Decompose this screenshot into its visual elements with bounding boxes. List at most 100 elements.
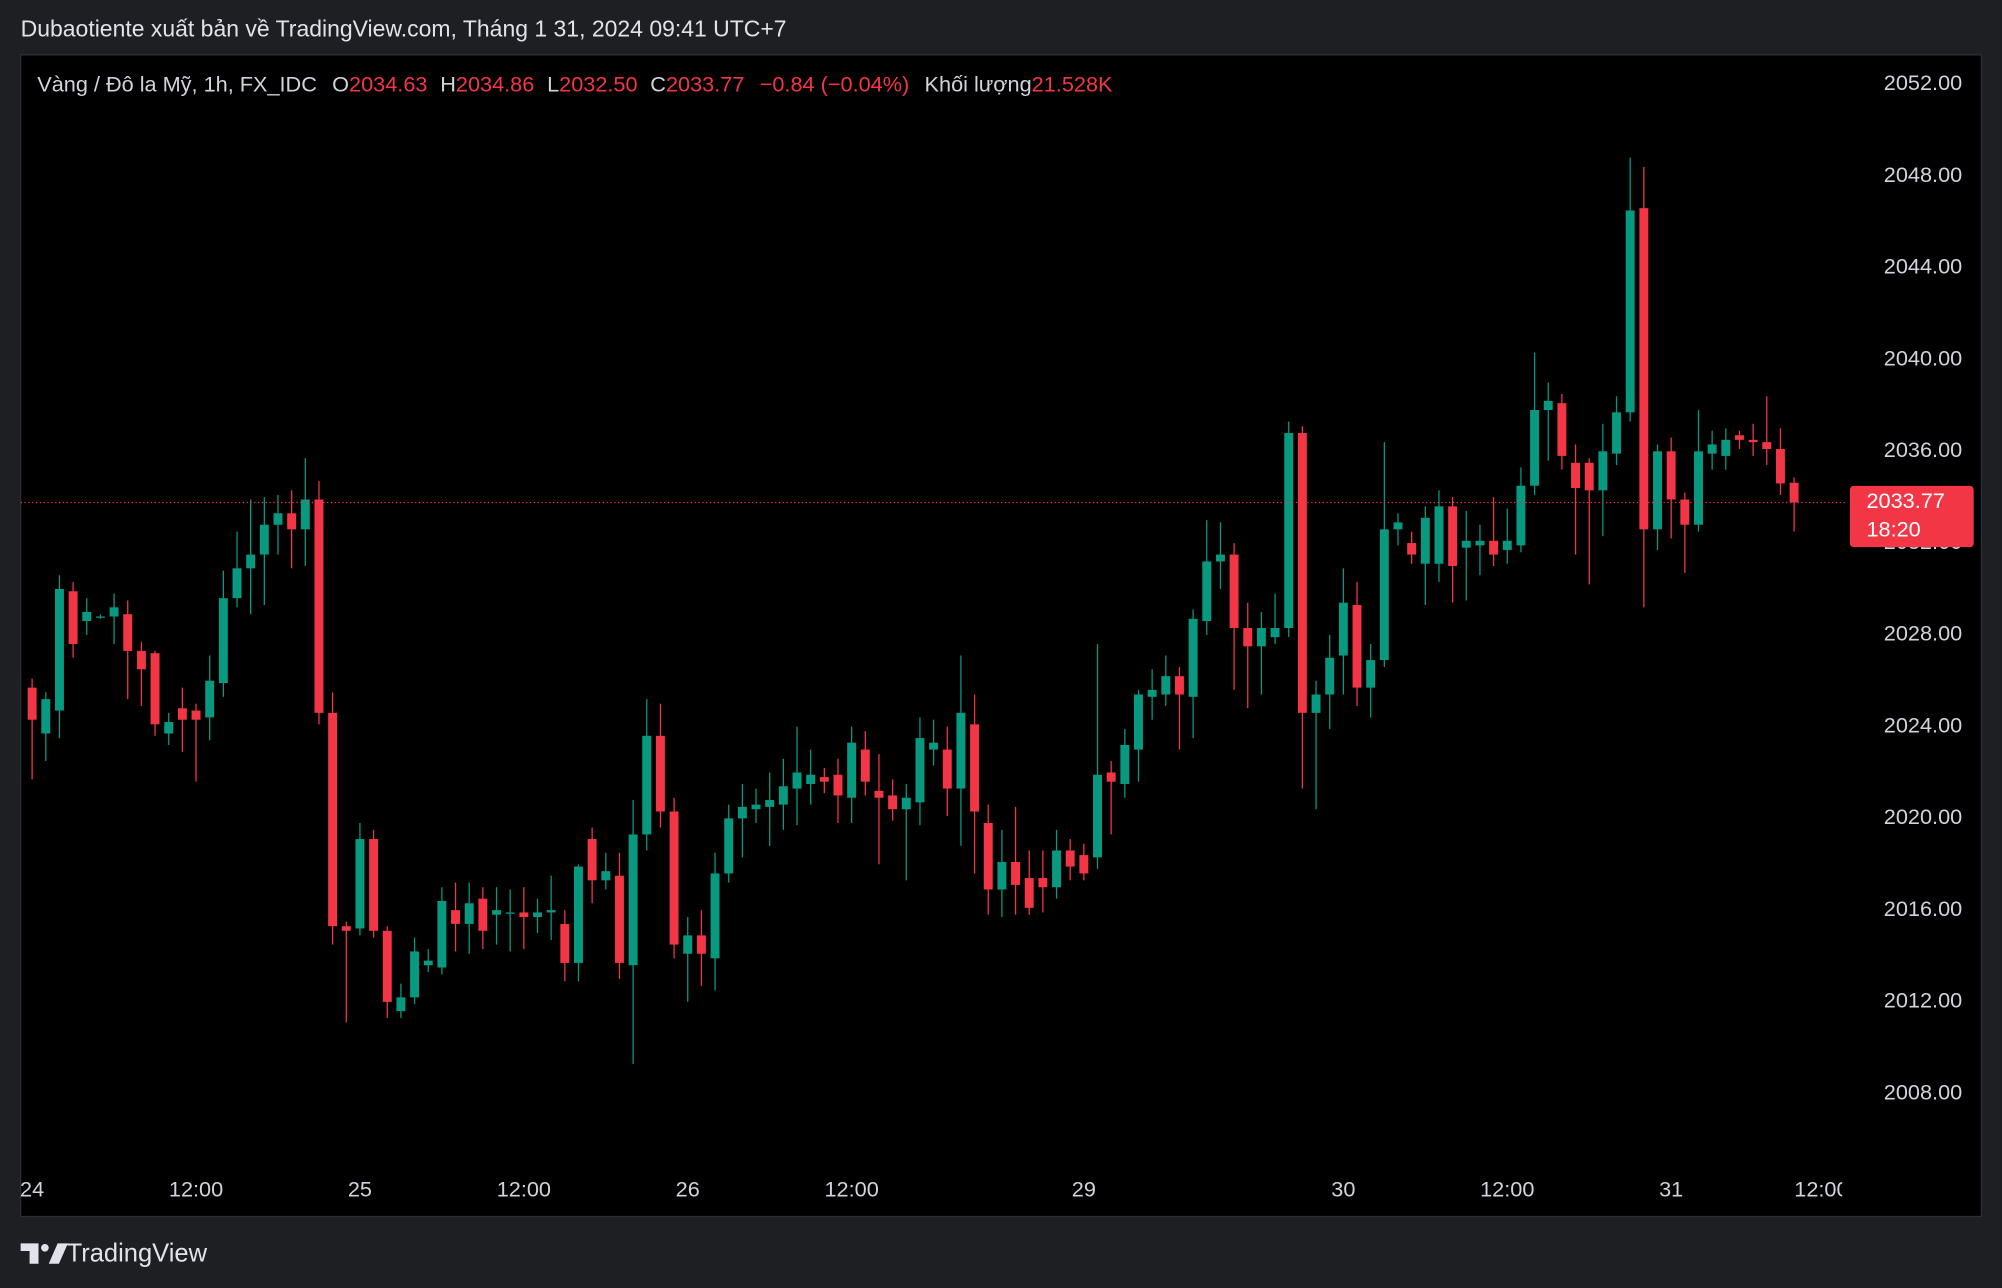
logo-dot bbox=[41, 1243, 49, 1252]
y-tick-label: 2024.00 bbox=[1884, 712, 1962, 737]
legend-change: −0.84 (−0.04%) bbox=[760, 71, 910, 96]
publish-title: Dubaotiente xuất bản về TradingView.com,… bbox=[21, 16, 787, 42]
legend-value: 2032.50 bbox=[559, 71, 637, 96]
x-tick-label: 30 bbox=[1331, 1177, 1355, 1202]
candle-body bbox=[819, 777, 829, 782]
candle-body bbox=[1707, 444, 1717, 454]
candle-body bbox=[218, 598, 228, 684]
candle-body bbox=[1448, 506, 1458, 567]
candle-body bbox=[970, 724, 980, 812]
candle-body bbox=[956, 712, 966, 789]
legend-value: 2034.63 bbox=[349, 71, 427, 96]
candle-body bbox=[778, 786, 788, 805]
x-tick-label: 12:00 bbox=[1794, 1177, 1848, 1202]
chart-panel bbox=[20, 54, 1982, 1218]
candle-body bbox=[478, 898, 488, 931]
candle-body bbox=[915, 738, 925, 803]
time-axis: 24 12:00 25 12:00 26 12:00 29 30 12:00 31 12:00 bbox=[20, 1177, 1848, 1202]
candle-body bbox=[109, 607, 119, 617]
candle-body bbox=[1379, 529, 1389, 661]
candle-body bbox=[833, 774, 843, 796]
candle-body bbox=[669, 811, 679, 945]
candle-body bbox=[328, 712, 338, 927]
candle-body bbox=[519, 912, 529, 918]
candle-body bbox=[300, 499, 310, 530]
legend-key: L bbox=[547, 71, 559, 96]
candle-body bbox=[136, 650, 146, 670]
y-tick-label: 2052.00 bbox=[1884, 70, 1962, 95]
candle-body bbox=[806, 774, 816, 784]
candle-body bbox=[737, 806, 747, 819]
y-tick-label: 2040.00 bbox=[1884, 345, 1962, 370]
y-tick-label: 2016.00 bbox=[1884, 896, 1962, 921]
candle-body bbox=[1284, 432, 1294, 628]
candle-body bbox=[95, 616, 105, 618]
candle-body bbox=[423, 960, 433, 966]
x-tick-label: 24 bbox=[20, 1177, 44, 1202]
candle-body bbox=[983, 822, 993, 890]
candle-body bbox=[437, 900, 447, 968]
candle-body bbox=[123, 614, 133, 651]
candle-body bbox=[68, 591, 78, 645]
price-axis: 2008.00 2012.00 2016.00 2020.00 2024.00 2028.… bbox=[1884, 70, 1962, 1104]
candle-body bbox=[451, 910, 461, 924]
candle-body bbox=[369, 839, 379, 931]
legend-value: 2033.77 bbox=[666, 71, 744, 96]
y-tick-label: 2044.00 bbox=[1884, 254, 1962, 279]
y-tick-label: 2028.00 bbox=[1884, 621, 1962, 646]
candle-body bbox=[1393, 522, 1403, 530]
candle-body bbox=[1297, 432, 1307, 713]
candle-body bbox=[314, 499, 324, 713]
logo-slash bbox=[48, 1243, 68, 1264]
candle-body bbox=[492, 910, 501, 915]
candle-body bbox=[1461, 540, 1471, 548]
candle-body bbox=[546, 910, 556, 913]
candle-body bbox=[1680, 499, 1690, 525]
x-tick-label: 29 bbox=[1072, 1177, 1096, 1202]
candle-body bbox=[587, 839, 597, 881]
y-tick-label: 2012.00 bbox=[1884, 988, 1962, 1013]
candle-body bbox=[942, 749, 952, 789]
candle-body bbox=[1516, 485, 1526, 546]
y-tick-label: 2008.00 bbox=[1884, 1079, 1962, 1104]
candle-body bbox=[1748, 439, 1758, 443]
candle-body bbox=[1215, 554, 1225, 562]
candle-body bbox=[1571, 462, 1581, 489]
candle-body bbox=[410, 951, 420, 998]
candle-body bbox=[150, 653, 160, 725]
candle-body bbox=[355, 839, 365, 929]
candle-body bbox=[27, 687, 37, 720]
candle-body bbox=[1311, 694, 1321, 713]
candle-body bbox=[1338, 602, 1348, 656]
candle-body bbox=[1052, 850, 1061, 888]
candle-body bbox=[1065, 850, 1075, 867]
candle-body bbox=[341, 926, 351, 931]
candle-body bbox=[1653, 451, 1662, 530]
candle-body bbox=[1434, 506, 1444, 564]
candle-body bbox=[232, 568, 242, 599]
candle-body bbox=[1584, 462, 1594, 491]
candle-body bbox=[560, 923, 570, 963]
legend-volume: 21.528K bbox=[1032, 71, 1113, 96]
candle-body bbox=[164, 722, 174, 734]
candle-body bbox=[997, 861, 1007, 890]
candle-body bbox=[1106, 772, 1116, 782]
candle-body bbox=[1789, 482, 1799, 503]
candle-body bbox=[1147, 689, 1157, 697]
x-tick-label: 12:00 bbox=[825, 1177, 879, 1202]
candle-body bbox=[259, 524, 269, 555]
candle-body bbox=[1243, 627, 1253, 647]
candle-body bbox=[82, 611, 92, 622]
candle-body bbox=[1202, 561, 1212, 622]
last-price-tag: 2033.77 18:20 bbox=[1849, 485, 1974, 548]
candle-body bbox=[191, 710, 201, 720]
candle-body bbox=[1502, 540, 1512, 550]
candle-body bbox=[1407, 543, 1417, 555]
candle-body bbox=[1079, 855, 1089, 874]
candle-body bbox=[1775, 449, 1785, 484]
brand-name: TradingView bbox=[67, 1240, 208, 1268]
candle-body bbox=[1639, 208, 1649, 530]
candle-body bbox=[382, 930, 392, 1002]
price-tag-countdown: 18:20 bbox=[1866, 516, 1920, 541]
candle-body bbox=[1229, 554, 1239, 628]
